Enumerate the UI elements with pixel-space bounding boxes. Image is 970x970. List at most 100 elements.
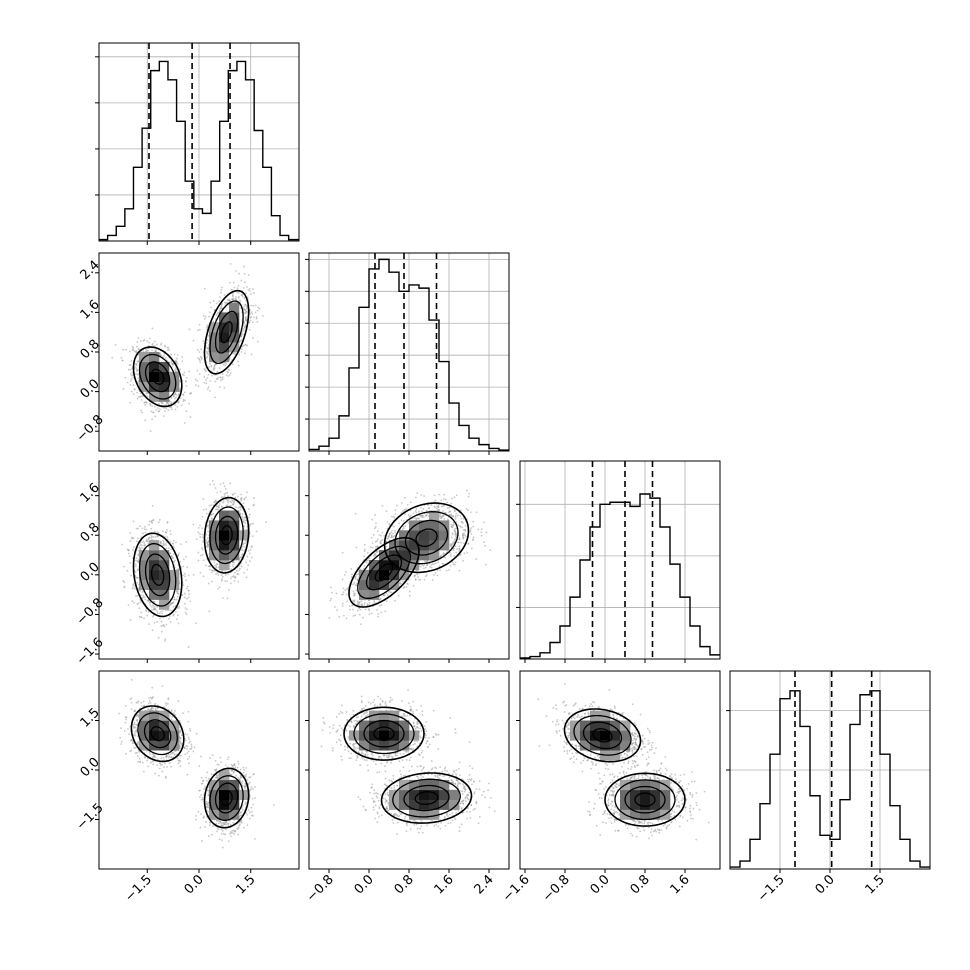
sample-point: [401, 580, 404, 583]
sample-point: [136, 345, 138, 348]
sample-point: [158, 402, 161, 405]
sample-point: [199, 536, 202, 538]
sample-point: [233, 492, 236, 495]
panel-frame: [308, 670, 510, 870]
sample-point: [129, 540, 132, 542]
sample-point: [340, 704, 343, 707]
sample-point: [138, 757, 141, 760]
sample-point: [165, 407, 168, 410]
sample-point: [239, 768, 242, 771]
density-cell: [419, 520, 430, 531]
sample-point: [196, 380, 199, 382]
sample-point: [386, 791, 389, 794]
sample-point: [146, 614, 149, 617]
sample-point: [467, 780, 470, 783]
density-cell: [369, 589, 380, 600]
sample-point: [164, 776, 167, 779]
sample-point: [174, 559, 176, 562]
sample-point: [455, 769, 458, 772]
sample-point: [556, 720, 558, 723]
sample-point: [631, 742, 634, 745]
sample-point: [166, 536, 169, 538]
sample-point: [159, 761, 162, 764]
sample-point: [401, 700, 403, 702]
sample-point: [244, 522, 247, 524]
sample-point: [230, 577, 232, 580]
sample-point: [385, 784, 388, 787]
sample-point: [237, 291, 240, 294]
sample-point: [572, 761, 575, 764]
sample-point: [376, 821, 379, 823]
sample-point: [190, 745, 193, 748]
sample-point: [245, 561, 248, 564]
sample-point: [241, 333, 244, 336]
sample-point: [177, 622, 180, 625]
sample-point: [240, 338, 243, 341]
sample-point: [161, 763, 163, 766]
sample-point: [393, 786, 396, 789]
sample-point: [441, 514, 444, 517]
sample-point: [245, 812, 248, 814]
sample-point: [248, 287, 251, 290]
sample-point: [184, 575, 186, 578]
sample-point: [461, 790, 464, 793]
sample-point: [187, 750, 190, 753]
sample-point: [237, 833, 240, 836]
density-cell: [149, 352, 160, 363]
sample-point: [599, 834, 602, 836]
sample-point: [607, 768, 610, 771]
sample-point: [412, 721, 415, 724]
sample-point: [156, 606, 159, 608]
sample-point: [142, 594, 145, 597]
sample-point: [338, 724, 341, 727]
sample-point: [442, 498, 445, 500]
sample-point: [469, 810, 471, 813]
sample-point: [214, 363, 217, 366]
sample-point: [217, 574, 220, 576]
sample-point: [571, 752, 574, 755]
sample-point: [232, 565, 234, 568]
sample-point: [635, 835, 638, 838]
sample-point: [449, 544, 452, 547]
sample-point: [406, 824, 409, 827]
sample-point: [349, 757, 352, 760]
sample-point: [594, 788, 597, 791]
sample-point: [445, 812, 448, 815]
sample-point: [221, 846, 224, 849]
sample-point: [384, 798, 387, 800]
sample-point: [354, 577, 357, 580]
sample-point: [238, 353, 241, 356]
sample-point: [321, 729, 324, 732]
sample-point: [449, 565, 452, 567]
sample-point: [244, 318, 247, 321]
sample-point: [243, 785, 246, 787]
sample-point: [254, 311, 257, 314]
density-cell: [229, 510, 240, 521]
sample-point: [185, 385, 188, 387]
sample-point: [442, 775, 444, 778]
sample-point: [372, 760, 375, 763]
sample-point: [402, 510, 404, 513]
sample-point: [239, 513, 242, 516]
sample-point: [363, 543, 366, 546]
sample-point: [224, 580, 227, 583]
sample-point: [200, 813, 202, 815]
sample-point: [243, 571, 245, 574]
sample-point: [179, 765, 182, 768]
sample-point: [616, 811, 619, 814]
sample-point: [469, 511, 472, 514]
sample-point: [454, 545, 457, 548]
sample-point: [168, 615, 171, 618]
sample-point: [198, 351, 201, 353]
density-cell: [239, 789, 250, 800]
sample-point: [427, 773, 430, 776]
sample-point: [563, 711, 566, 713]
sample-point: [565, 731, 568, 734]
sample-point: [604, 767, 607, 770]
sample-point: [237, 297, 240, 299]
sample-point: [488, 806, 491, 809]
sample-point: [649, 822, 652, 824]
sample-point: [440, 554, 442, 557]
sample-point: [165, 702, 167, 704]
sample-point: [177, 614, 179, 617]
